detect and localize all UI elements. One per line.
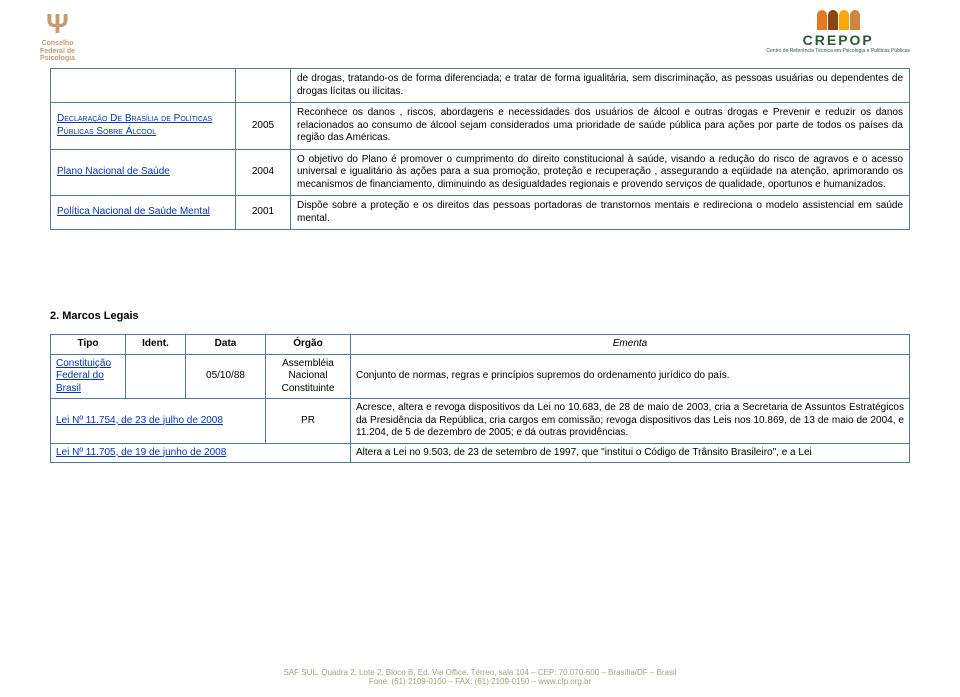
law-link[interactable]: Lei Nº 11.754, de 23 de julho de 2008	[56, 415, 223, 426]
policy-link[interactable]: Política Nacional de Saúde Mental	[57, 206, 210, 217]
policy-link[interactable]: Declaração De Brasília de Políticas Públ…	[57, 113, 212, 137]
orgao-cell: Assembléia Nacional Constituinte	[266, 354, 351, 399]
policy-year-cell	[236, 69, 291, 103]
policy-name-cell	[51, 69, 236, 103]
data-cell: 05/10/88	[186, 354, 266, 399]
policy-desc-cell: Reconhece os danos , riscos, abordagens …	[291, 103, 910, 150]
cfp-logo-text: Conselho Federal de Psicologia	[40, 40, 75, 63]
footer-line1: SAF SUL, Quadra 2, Lote 2, Bloco B, Ed. …	[0, 668, 960, 678]
ident-cell	[126, 354, 186, 399]
policy-year-cell: 2001	[236, 196, 291, 230]
policy-desc-cell: O objetivo do Plano é promover o cumprim…	[291, 149, 910, 196]
policy-name-cell: Política Nacional de Saúde Mental	[51, 196, 236, 230]
footer-line2: Fone: (61) 2109-0100 – FAX: (61) 2109-01…	[0, 677, 960, 687]
col-ident: Ident.	[126, 335, 186, 355]
section-heading: 2. Marcos Legais	[50, 310, 910, 322]
crepop-logo: CREPOP Centro de Referência Técnica em P…	[766, 10, 910, 54]
table-row: Declaração De Brasília de Políticas Públ…	[51, 103, 910, 150]
col-data: Data	[186, 335, 266, 355]
law-link[interactable]: Constituição Federal do Brasil	[56, 358, 111, 394]
policies-table: de drogas, tratando-os de forma diferenc…	[50, 68, 910, 230]
page-footer: SAF SUL, Quadra 2, Lote 2, Bloco B, Ed. …	[0, 668, 960, 687]
col-orgao: Órgão	[266, 335, 351, 355]
table-row: Lei Nº 11.705, de 19 de junho de 2008 Al…	[51, 443, 910, 463]
tipo-cell: Lei Nº 11.754, de 23 de julho de 2008	[51, 399, 266, 444]
page-content: de drogas, tratando-os de forma diferenc…	[0, 68, 960, 463]
table-row: Plano Nacional de Saúde 2004 O objetivo …	[51, 149, 910, 196]
ementa-cell: Conjunto de normas, regras e princípios …	[351, 354, 910, 399]
table-header-row: Tipo Ident. Data Órgão Ementa	[51, 335, 910, 355]
table-row: Política Nacional de Saúde Mental 2001 D…	[51, 196, 910, 230]
policy-name-cell: Plano Nacional de Saúde	[51, 149, 236, 196]
policy-link[interactable]: Plano Nacional de Saúde	[57, 166, 170, 177]
psi-icon: Ψ	[46, 10, 69, 38]
cfp-logo: Ψ Conselho Federal de Psicologia	[40, 10, 75, 63]
col-tipo: Tipo	[51, 335, 126, 355]
page-header: Ψ Conselho Federal de Psicologia CREPOP …	[0, 0, 960, 68]
policy-name-cell: Declaração De Brasília de Políticas Públ…	[51, 103, 236, 150]
policy-desc-cell: de drogas, tratando-os de forma diferenc…	[291, 69, 910, 103]
orgao-cell: PR	[266, 399, 351, 444]
crepop-subtitle: Centro de Referência Técnica em Psicolog…	[766, 48, 910, 54]
tipo-cell: Constituição Federal do Brasil	[51, 354, 126, 399]
policy-year-cell: 2005	[236, 103, 291, 150]
table-row: Constituição Federal do Brasil 05/10/88 …	[51, 354, 910, 399]
col-ementa: Ementa	[351, 335, 910, 355]
people-icon	[817, 10, 860, 30]
ementa-cell: Altera a Lei no 9.503, de 23 de setembro…	[351, 443, 910, 463]
policy-desc-cell: Dispõe sobre a proteção e os direitos da…	[291, 196, 910, 230]
crepop-label: CREPOP	[803, 32, 874, 48]
tipo-cell: Lei Nº 11.705, de 19 de junho de 2008	[51, 443, 351, 463]
table-row: Lei Nº 11.754, de 23 de julho de 2008 PR…	[51, 399, 910, 444]
law-link[interactable]: Lei Nº 11.705, de 19 de junho de 2008	[56, 447, 226, 458]
legal-table: Tipo Ident. Data Órgão Ementa Constituiç…	[50, 334, 910, 463]
policy-year-cell: 2004	[236, 149, 291, 196]
table-row: de drogas, tratando-os de forma diferenc…	[51, 69, 910, 103]
ementa-cell: Acresce, altera e revoga dispositivos da…	[351, 399, 910, 444]
